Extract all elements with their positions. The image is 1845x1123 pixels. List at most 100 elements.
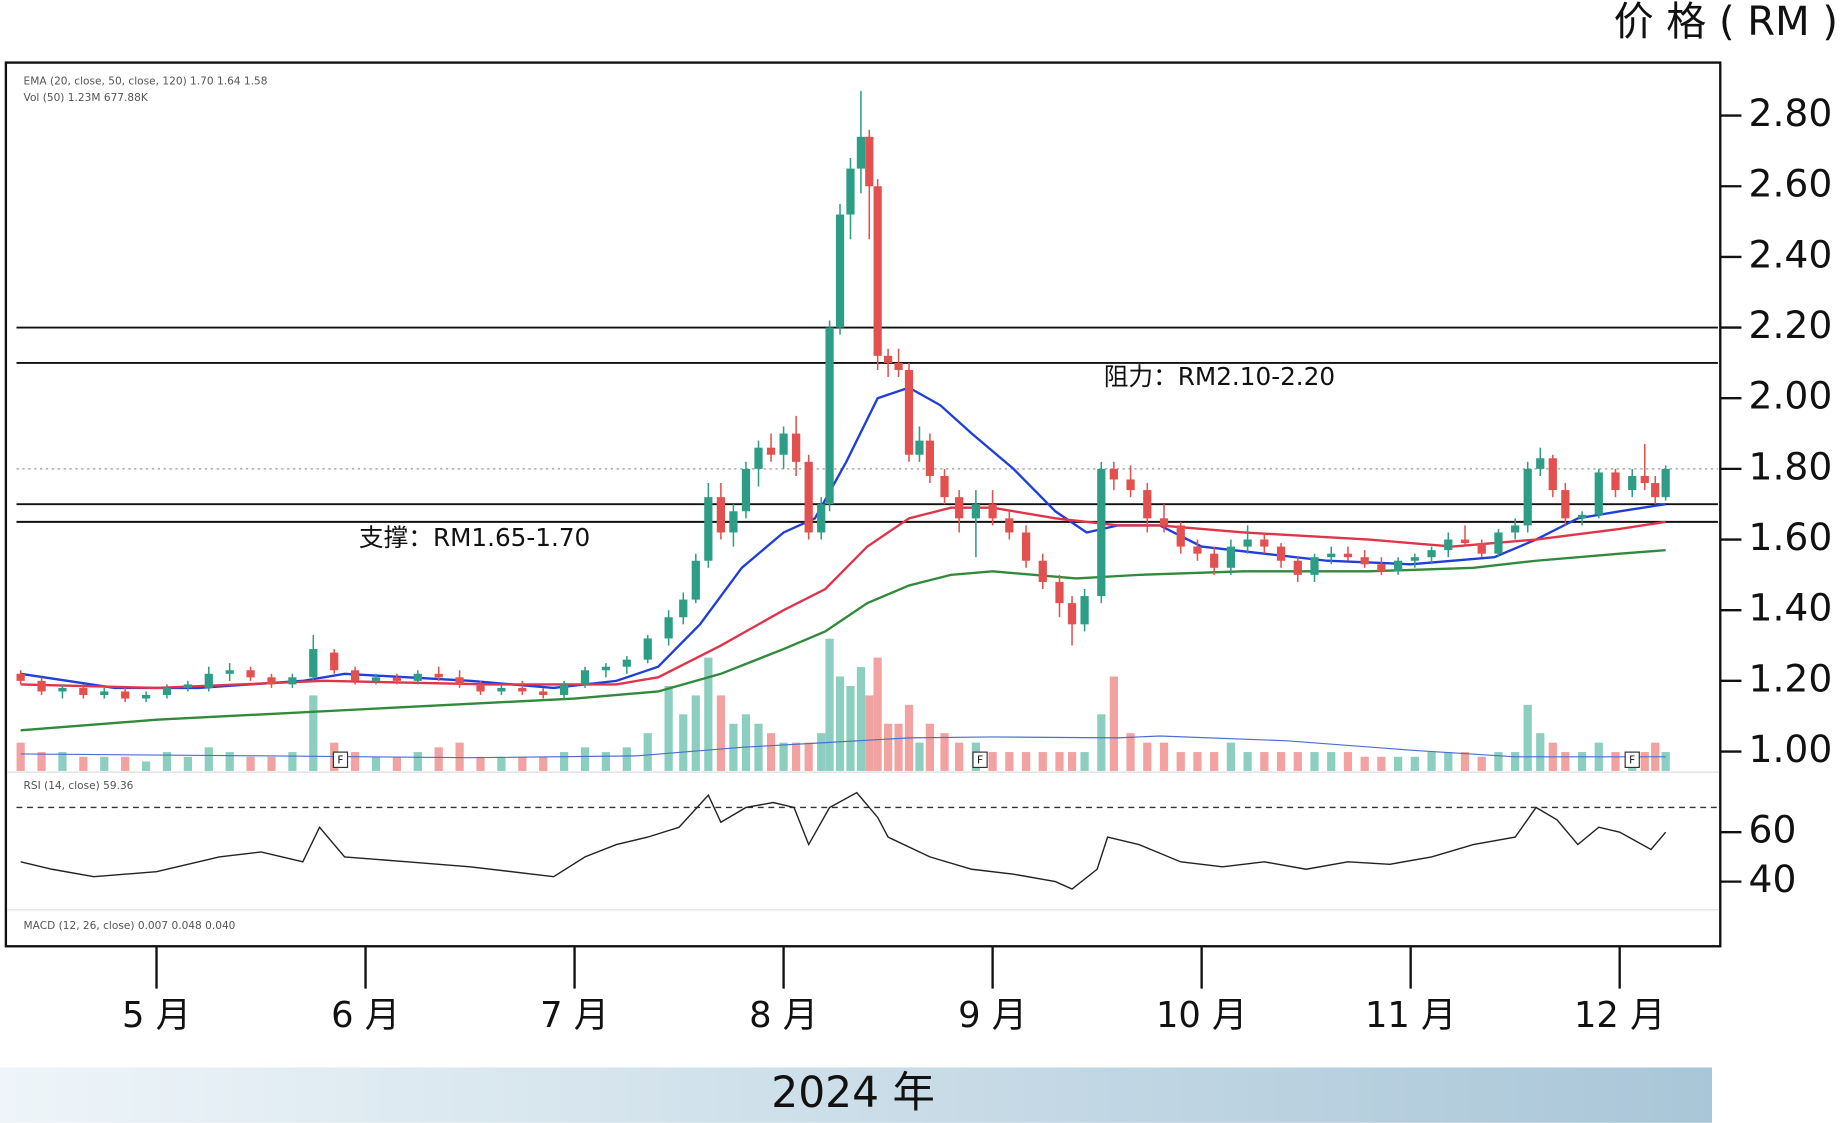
volume-bar	[679, 714, 688, 771]
volume-bar	[1460, 752, 1470, 771]
volume-bar	[1327, 752, 1336, 771]
volume-bar	[288, 752, 297, 771]
candle-body	[1159, 518, 1169, 526]
x-tick-label: 7 月	[540, 995, 609, 1036]
volume-bar	[246, 756, 255, 771]
candle-body	[162, 687, 172, 695]
candle-body	[58, 687, 67, 692]
candle-body	[1661, 468, 1670, 498]
candle-body	[679, 599, 688, 618]
candle-body	[1628, 475, 1637, 491]
candle-body	[904, 369, 914, 455]
volume-bar	[183, 756, 192, 771]
volume-bar	[1067, 752, 1077, 771]
candle-body	[1523, 468, 1532, 526]
volume-bar	[1276, 752, 1286, 771]
x-tick-label: 11 月	[1365, 995, 1456, 1036]
candle-body	[856, 136, 866, 169]
candle-body	[183, 684, 192, 688]
volume-bar	[16, 742, 25, 771]
annotation: 阻力：RM2.10-2.20	[1104, 362, 1335, 391]
candle-body	[16, 673, 25, 681]
volume-bar	[371, 756, 381, 771]
volume-bar	[58, 752, 67, 771]
volume-bar	[1159, 742, 1169, 771]
candle-body	[741, 468, 751, 512]
candle-body	[371, 677, 381, 681]
volume-bar	[925, 723, 935, 771]
candle-body	[873, 186, 882, 356]
volume-bar	[497, 756, 506, 771]
earnings-flag	[1624, 751, 1640, 769]
candle-body	[1343, 553, 1353, 558]
candle-body	[309, 649, 318, 678]
volume-bar	[1293, 752, 1302, 771]
y-tick-label: 1.00	[1749, 727, 1833, 771]
candle-body	[1327, 553, 1336, 558]
y-tick-label: 1.20	[1749, 656, 1833, 700]
candle-body	[716, 497, 725, 533]
volume-bar	[1126, 733, 1135, 771]
volume-bar	[643, 733, 652, 771]
volume-bar	[1097, 714, 1106, 771]
volume-bar	[559, 752, 569, 771]
x-tick-label: 10 月	[1156, 995, 1247, 1036]
volume-bar	[622, 747, 631, 771]
volume-bar	[1611, 752, 1620, 771]
volume-bar	[835, 676, 845, 771]
volume-bar	[1577, 752, 1587, 771]
candle-body	[1360, 557, 1369, 565]
candle-body	[1276, 546, 1286, 561]
volume-bar	[955, 742, 964, 771]
candle-body	[1561, 490, 1570, 519]
candle-body	[330, 652, 339, 671]
candle-body	[1310, 557, 1319, 575]
candle-body	[392, 677, 402, 681]
candle-body	[779, 433, 788, 455]
x-tick-label: 12 月	[1574, 995, 1665, 1036]
candle-body	[121, 691, 130, 699]
candle-body	[1536, 458, 1545, 469]
indicator-label: EMA (20, close, 50, close, 120) 1.70 1.6…	[24, 75, 268, 87]
candle-body	[1477, 543, 1486, 554]
ema-line	[20, 548, 1666, 732]
volume-bar	[1055, 752, 1064, 771]
candle-body	[601, 666, 611, 671]
volume-bar	[1176, 752, 1185, 771]
candle-body	[817, 504, 826, 533]
y-tick-label: 2.40	[1749, 232, 1833, 276]
volume-bar	[792, 742, 801, 771]
volume-ma-line	[20, 735, 1666, 759]
candle-body	[476, 684, 485, 692]
x-tick-label: 5 月	[122, 995, 191, 1036]
earnings-flag-label: F	[337, 754, 343, 766]
candle-body	[1494, 532, 1503, 554]
rsi-tick-label: 40	[1749, 857, 1797, 901]
candle-body	[580, 670, 590, 685]
volume-bar	[883, 723, 893, 771]
candle-body	[539, 691, 548, 695]
candle-body	[955, 497, 964, 519]
volume-bar	[804, 742, 813, 771]
candle-body	[1651, 483, 1660, 498]
volume-bar	[856, 667, 866, 771]
volume-bar	[1377, 756, 1386, 771]
volume-bar	[691, 695, 700, 771]
candle-body	[1021, 532, 1031, 561]
y-tick-label: 1.80	[1749, 444, 1833, 488]
volume-bar	[1410, 756, 1419, 771]
volume-bar	[267, 756, 276, 771]
candle-body	[940, 475, 949, 498]
volume-bar	[100, 756, 109, 771]
rsi-tick-label: 60	[1749, 808, 1797, 852]
candle-body	[1511, 525, 1520, 533]
volume-bar	[1494, 752, 1503, 771]
candle-body	[1067, 603, 1077, 625]
candle-body	[497, 687, 506, 692]
candle-body	[1260, 539, 1269, 547]
candle-body	[1548, 458, 1557, 491]
volume-bar	[754, 723, 763, 771]
plot-area: 2.80 2.60 2.40 2.20 2.00 1.80 1.60 1.40 1.20 1.00…	[16, 90, 1833, 1036]
